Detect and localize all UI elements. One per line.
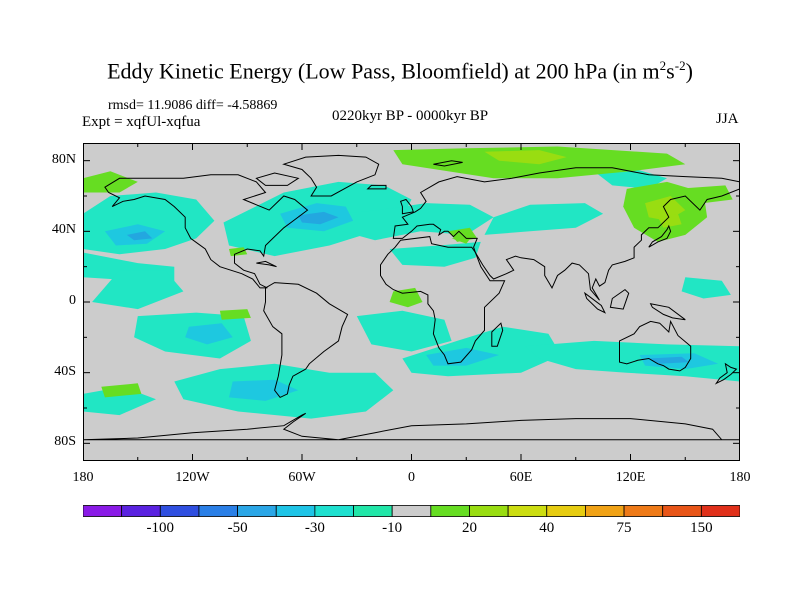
- coastline-australia: [619, 319, 692, 372]
- latitude-tick-label: 80N: [51, 151, 76, 167]
- anomaly-region: [426, 347, 500, 366]
- longitude-tick-label: 60E: [509, 470, 533, 485]
- colorbar-tick-label: -50: [227, 520, 248, 536]
- coastline-iceland: [366, 184, 387, 190]
- latitude-tick-label: 40S: [54, 363, 76, 379]
- latitude-tick-label: 0: [69, 293, 76, 308]
- anomaly-region: [219, 309, 251, 320]
- longitude-tick-label: 0: [408, 470, 415, 485]
- coastline-new-zealand: [714, 362, 738, 385]
- coastline-uk: [399, 198, 414, 215]
- anomaly-region: [101, 383, 142, 398]
- coastline-japan: [648, 224, 672, 248]
- colorbar-swatch: [662, 505, 702, 517]
- anomaly-region: [126, 231, 153, 241]
- coastline-greenland: [282, 154, 380, 197]
- anomaly-region: [356, 310, 452, 352]
- colorbar-tick-label: 20: [461, 520, 477, 536]
- latitude-tick-label: 40N: [51, 222, 76, 238]
- coastline-madagascar: [491, 322, 504, 347]
- positive-anomaly-mid-regions: [484, 150, 686, 228]
- anomaly-region: [676, 185, 733, 204]
- colorbar-swatch: [700, 505, 740, 517]
- anomaly-region: [648, 356, 689, 364]
- colorbar-swatch: [391, 505, 432, 517]
- stats-text: rmsd= 11.9086 diff= -4.58869: [108, 98, 278, 113]
- colorbar-swatch: [121, 505, 161, 517]
- anomaly-region: [389, 241, 481, 267]
- anomaly-region: [185, 323, 233, 345]
- anomaly-region: [484, 150, 567, 165]
- anomaly-region: [389, 287, 423, 308]
- colorbar-swatch: [430, 505, 470, 517]
- coastline-borneo: [609, 288, 630, 310]
- longitude-tick-label: 180: [729, 470, 751, 485]
- coastline-south-america: [263, 282, 349, 399]
- coastlines: [83, 154, 740, 441]
- anomaly-region: [83, 171, 138, 193]
- contour-map: [83, 143, 740, 461]
- coastline-cuba: [256, 260, 277, 268]
- anomaly-region: [484, 203, 604, 235]
- coastline-svalbard: [433, 160, 463, 167]
- colorbar-swatch: [585, 505, 625, 517]
- coastline-new-guinea: [649, 303, 686, 321]
- colorbar-tick-label: -100: [146, 520, 175, 536]
- coastline-africa: [380, 236, 506, 365]
- experiment-label: Expt = xqfUl-xqfua: [82, 114, 201, 130]
- colorbar-swatch: [314, 505, 354, 517]
- longitude-tick-label: 60W: [288, 470, 316, 485]
- colorbar-tick-label: 75: [616, 520, 632, 536]
- map-title: Eddy Kinetic Energy (Low Pass, Bloomfiel…: [107, 58, 693, 84]
- colorbar-swatch: [507, 505, 548, 517]
- coastline-antarctica: [83, 412, 740, 441]
- latitude-tick-label: 80S: [54, 434, 76, 450]
- coastline-baffin: [255, 172, 300, 186]
- colorbar-tick-label: -10: [382, 520, 403, 536]
- anomaly-region: [92, 270, 184, 310]
- colorbar-tick-label: -30: [304, 520, 325, 536]
- colorbar-tick-label: 150: [690, 520, 713, 536]
- anomaly-region: [524, 340, 740, 382]
- colorbar-swatch: [623, 505, 664, 517]
- colorbar-tick-label: 40: [539, 520, 555, 536]
- coastline-sumatra: [583, 291, 607, 314]
- anomaly-region: [229, 379, 299, 401]
- colorbar-swatch: [469, 505, 509, 517]
- colorbar-swatch: [275, 505, 316, 517]
- longitude-tick-label: 120E: [615, 470, 646, 485]
- colorbar-swatch: [159, 505, 200, 517]
- anomaly-region: [681, 277, 731, 299]
- colorbar-swatch: [83, 505, 123, 517]
- axis-ticks: [83, 143, 740, 461]
- period-label: 0220kyr BP - 0000kyr BP: [331, 108, 489, 124]
- colorbar: [83, 505, 740, 517]
- anomaly-region: [657, 213, 682, 228]
- longitude-tick-label: 120W: [175, 470, 210, 485]
- colorbar-swatch: [237, 505, 277, 517]
- coastline-eurasia: [392, 167, 740, 301]
- colorbar-swatch: [546, 505, 586, 517]
- colorbar-swatch: [198, 505, 238, 517]
- anomaly-region: [229, 247, 248, 257]
- coastline-north-america: [104, 174, 309, 289]
- longitude-tick-label: 180: [72, 470, 94, 485]
- season-label: JJA: [716, 111, 739, 127]
- colorbar-swatches: [83, 505, 740, 517]
- anomaly-region: [298, 211, 339, 225]
- negative-anomaly-strong-regions: [126, 211, 689, 364]
- map-panel: [83, 143, 740, 461]
- colorbar-swatch: [353, 505, 393, 517]
